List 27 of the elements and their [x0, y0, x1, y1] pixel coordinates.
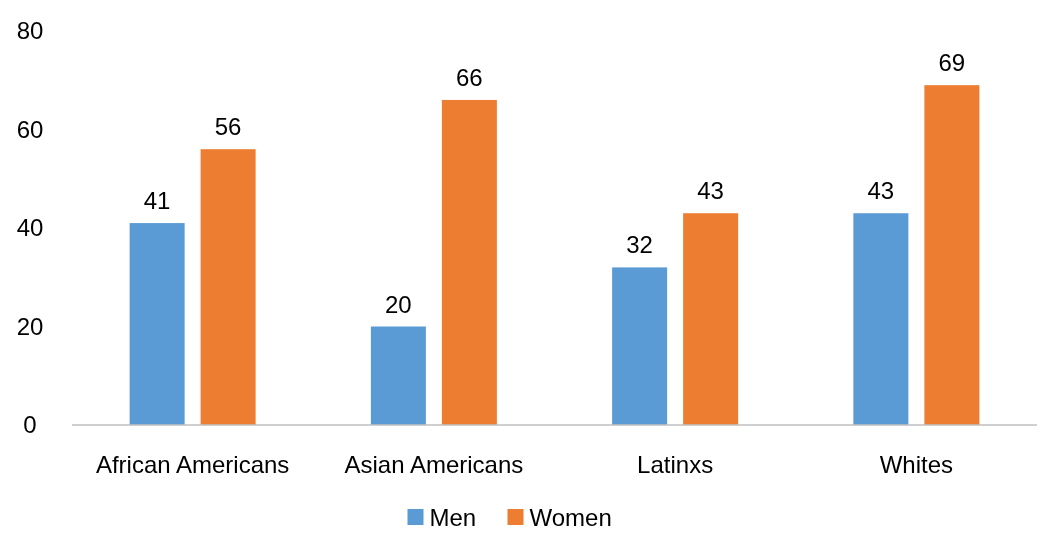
y-tick-label: 40 [16, 214, 44, 242]
data-label: 43 [867, 177, 895, 205]
bar [200, 149, 256, 425]
data-label: 69 [938, 49, 966, 77]
x-tick-label: Whites [879, 451, 954, 478]
y-tick-label: 60 [16, 115, 44, 143]
bar [370, 326, 426, 425]
legend-label: Men [429, 504, 477, 531]
y-tick-label: 80 [16, 17, 44, 45]
data-label: 66 [456, 63, 483, 91]
x-tick-label: Asian Americans [344, 451, 524, 478]
bar [853, 213, 909, 425]
legend-label: Women [529, 504, 612, 531]
data-label: 20 [385, 290, 412, 318]
bar [129, 223, 185, 425]
bar [924, 85, 980, 425]
data-label: 56 [214, 113, 242, 141]
y-tick-label: 0 [23, 411, 37, 439]
y-tick-label: 20 [16, 312, 44, 340]
bar [612, 267, 668, 425]
data-label: 32 [626, 231, 653, 259]
bar [441, 99, 497, 425]
data-label: 41 [143, 187, 171, 215]
x-tick-label: Latinxs [637, 451, 714, 478]
x-tick-label: African Americans [95, 451, 290, 478]
data-label: 43 [697, 177, 724, 205]
bar [683, 213, 739, 425]
